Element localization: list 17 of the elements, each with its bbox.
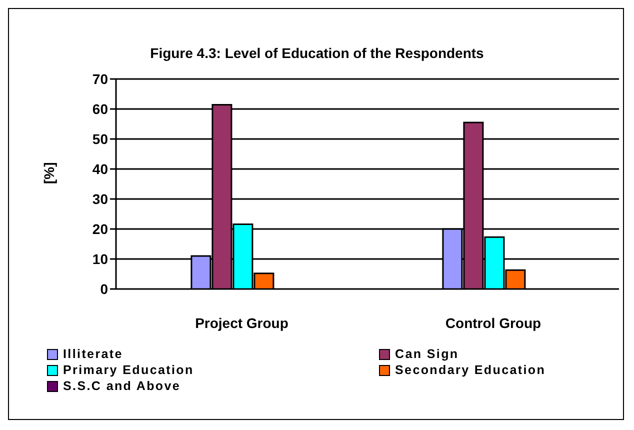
x-tick-label: Project Group: [194, 315, 290, 331]
y-tick-label: 20: [92, 220, 108, 237]
y-tick-label: 40: [92, 160, 108, 177]
y-tick-label: 70: [92, 70, 108, 87]
y-tick-label: 60: [92, 100, 108, 117]
legend-label: Illiterate: [62, 347, 124, 361]
legend-label: Primary Education: [62, 363, 195, 377]
y-tick-label: 30: [92, 190, 108, 207]
legend-label: Can Sign: [394, 347, 460, 361]
y-axis-title: [%]: [40, 162, 57, 184]
legend-label: S.S.C and Above: [62, 379, 182, 393]
y-tick-label: 0: [100, 280, 108, 297]
y-tick-label: 10: [92, 250, 108, 267]
x-tick-label: Control Group: [444, 315, 542, 331]
chart-title: Figure 4.3: Level of Education of the Respondents: [149, 45, 485, 61]
legend-label: Secondary Education: [394, 363, 547, 377]
y-tick-label: 50: [92, 130, 108, 147]
